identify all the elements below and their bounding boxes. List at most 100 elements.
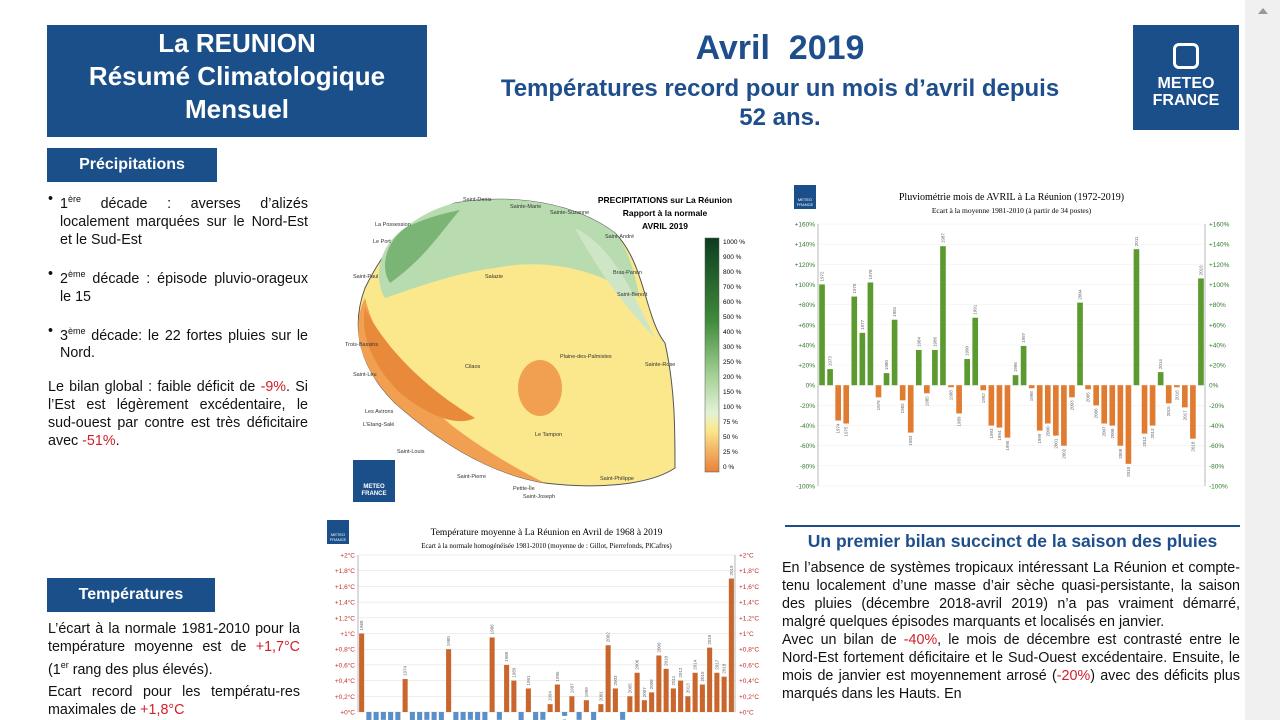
bar-label: 2002 <box>606 632 611 643</box>
bar-label: 2019 <box>729 565 734 576</box>
bar <box>899 385 906 401</box>
y-tick-label: +1,6°C <box>335 583 355 591</box>
zone <box>364 308 475 422</box>
t: 2 <box>60 270 68 287</box>
bar-label: 1977 <box>860 319 865 330</box>
legend-bar <box>704 237 720 473</box>
bar-label: 2011 <box>1134 236 1139 246</box>
y-tick-label: +0,8°C <box>739 646 759 654</box>
y-tick-label: +1,2°C <box>335 614 355 622</box>
bar <box>948 385 954 388</box>
t: décade: le 22 fortes pluies sur le Nord. <box>60 327 308 362</box>
bar <box>475 712 481 720</box>
bar <box>1149 385 1156 426</box>
legend-label: 100 % <box>723 404 742 411</box>
bar <box>956 385 962 414</box>
town-label: Sainte-Suzanne <box>550 210 589 216</box>
bar-label: 2005 <box>1086 392 1091 403</box>
y-tick-label: +0°C <box>340 709 355 717</box>
t: -9% <box>260 379 287 396</box>
legend-label: 900 % <box>723 254 742 261</box>
bar <box>940 246 946 386</box>
t: Ecart record pour les températu-res maxi… <box>48 683 300 718</box>
chart-subtitle: Ecart à la moyenne 1981-2010 (à partir d… <box>932 206 1092 215</box>
t: ) avec des déficits plus marqués dans le… <box>782 668 1241 702</box>
bar <box>395 712 401 720</box>
summary: Le bilan global : faible déficit de -9%.… <box>48 378 308 450</box>
logo-text: METEO <box>363 484 385 490</box>
bar <box>1190 385 1196 439</box>
y-tick-label: +0,8°C <box>335 646 355 654</box>
logo-text: FRANCE <box>797 202 814 207</box>
bar <box>1173 385 1180 388</box>
t: -51% <box>82 433 116 450</box>
logo: METEO FRANCE <box>1133 25 1239 130</box>
bar <box>540 712 546 720</box>
bar-label: 1985 <box>924 396 929 407</box>
paragraph: Ecart record pour les températu-res maxi… <box>48 683 300 719</box>
town-label: L'Etang-Salé <box>363 422 394 428</box>
map-title: Rapport à la normale <box>623 208 708 218</box>
bar <box>641 700 647 712</box>
bar <box>843 385 850 424</box>
bar <box>819 284 825 386</box>
chart-logo <box>327 520 349 544</box>
chart-subtitle: Ecart à la normale homogénéisée 1981-201… <box>421 542 672 550</box>
y-tick-label: +80% <box>1209 302 1226 309</box>
bar-label: 1990 <box>965 346 970 357</box>
bar-label: 2010 <box>1126 466 1131 477</box>
y-tick-label: +40% <box>798 342 815 349</box>
bar <box>728 578 734 712</box>
y-tick-label: -20% <box>1209 403 1224 410</box>
section-heading: Précipitations <box>47 148 217 182</box>
scroll-arrow[interactable] <box>1257 8 1268 14</box>
bar <box>656 655 662 712</box>
bar-label: 2016 <box>707 634 712 645</box>
bar <box>417 712 423 720</box>
bar <box>576 712 582 720</box>
temp-chart: Température moyenne à La Réunion en Avri… <box>327 520 759 720</box>
bar-label: 2015 <box>700 671 705 682</box>
legend-label: 600 % <box>723 299 742 306</box>
y-tick-label: -80% <box>1209 463 1224 470</box>
town-label: Sainte-Marie <box>510 204 541 210</box>
legend-label: 400 % <box>723 329 742 336</box>
bar-label: 2003 <box>1069 400 1074 411</box>
legend-label: 500 % <box>723 314 742 321</box>
t: +1,8°C <box>140 701 185 718</box>
bar <box>554 684 560 712</box>
town-label: Saint-Denis <box>463 197 492 203</box>
y-tick-label: +160% <box>1209 222 1230 229</box>
temp-text: L’écart à la normale 1981-2010 pour la t… <box>48 620 300 719</box>
logo-text: FRANCE <box>330 537 347 542</box>
bar-label: 2016 <box>1174 390 1179 401</box>
bar <box>1061 385 1067 446</box>
bar <box>1085 385 1091 390</box>
paragraph: En l’absence de systèmes tropicaux intér… <box>782 560 1240 630</box>
map-logo <box>353 460 395 502</box>
bar <box>496 712 502 720</box>
t: Avec un bilan de <box>782 632 904 648</box>
bar <box>663 668 669 712</box>
bar <box>875 385 882 398</box>
town-label: Salazie <box>485 274 503 280</box>
t: Le bilan global : faible déficit de <box>48 379 261 396</box>
t: décade : averses d’alizés localement mar… <box>60 195 308 248</box>
header-line: Mensuel <box>184 94 290 124</box>
bar <box>972 317 979 386</box>
town-label: Trois-Bassins <box>345 342 378 348</box>
bar <box>438 712 444 720</box>
bar <box>366 712 372 720</box>
bar-label: 1993 <box>989 428 994 439</box>
town-label: Saint-André <box>605 234 634 240</box>
bar-label: 1980 <box>884 360 889 371</box>
bar <box>988 385 995 426</box>
season-text: En l’absence de systèmes tropicaux intér… <box>782 559 1240 703</box>
bar-label: 2006 <box>1094 408 1099 419</box>
bar <box>859 332 866 386</box>
legend-label: 50 % <box>723 434 738 441</box>
bar-label: 2001 <box>598 691 603 702</box>
paragraph: Avec un bilan de -40%, le mois de décemb… <box>782 631 1240 703</box>
scrollbar[interactable] <box>1245 0 1280 720</box>
bar-label: 2013 <box>685 683 690 694</box>
